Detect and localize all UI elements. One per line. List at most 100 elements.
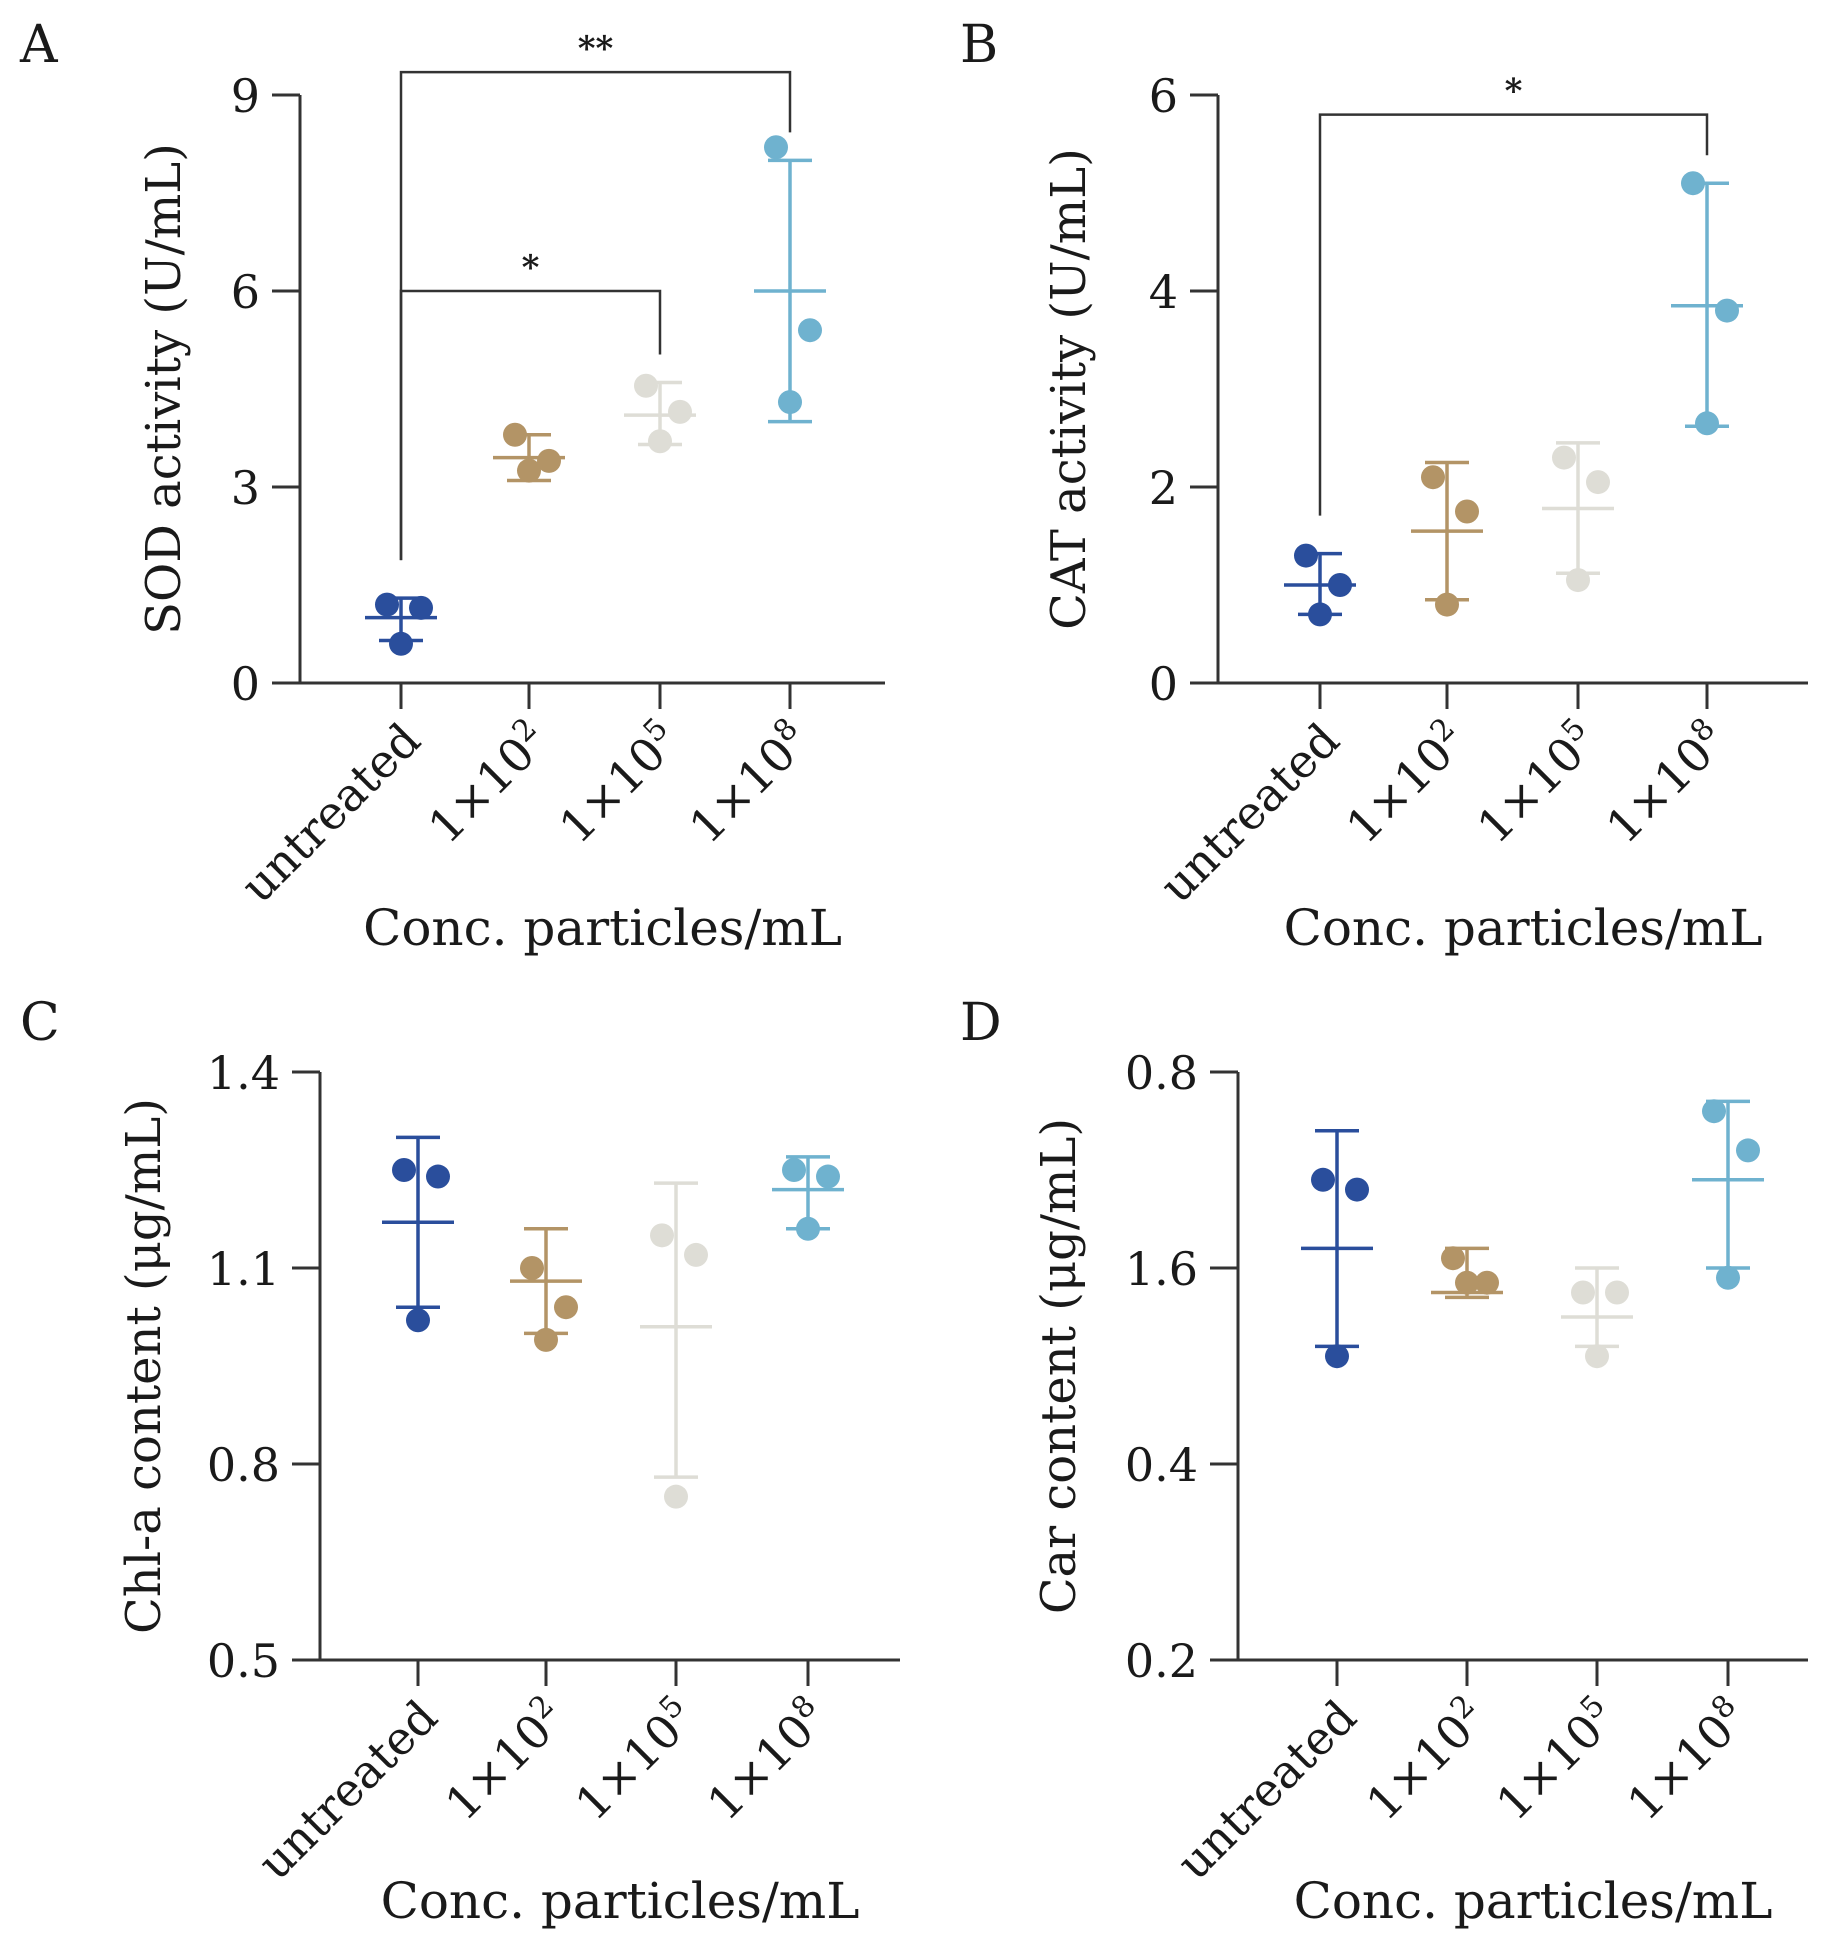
y-tick-label: 0.5 <box>207 1634 280 1688</box>
y-axis-label: CAT activity (U/mL) <box>1041 148 1097 630</box>
x-tick-label: untreated <box>247 1690 447 1890</box>
data-point <box>1294 543 1318 568</box>
data-point <box>1605 1280 1629 1305</box>
data-point <box>1695 411 1719 436</box>
data-point <box>796 1216 820 1241</box>
data-point <box>406 1308 430 1333</box>
data-point <box>650 1223 674 1248</box>
data-point <box>534 1327 558 1352</box>
data-point <box>778 390 802 415</box>
data-point <box>1681 171 1705 196</box>
data-point <box>764 135 788 160</box>
panel-c: C 0.5 0.8 1.1 1.4 Chl-a content (μg/mL) untrea… <box>20 993 900 1930</box>
y-tick-label: 4 <box>1149 265 1178 319</box>
data-point <box>409 595 433 620</box>
x-tick-label: 1×108 <box>1594 711 1736 853</box>
x-tick-label: untreated <box>230 713 430 913</box>
data-point <box>1441 1246 1465 1271</box>
data-point <box>375 592 399 617</box>
data-point <box>1455 1270 1479 1295</box>
data-point <box>426 1164 450 1189</box>
x-axis-label: Conc. particles/mL <box>1294 1872 1773 1930</box>
x-tick-label: untreated <box>1149 713 1349 913</box>
y-tick-label: 0.2 <box>1125 1634 1198 1688</box>
panel-letter: A <box>19 15 59 75</box>
significance-bracket <box>399 70 792 561</box>
data-point <box>664 1484 688 1509</box>
data-point <box>1311 1167 1335 1192</box>
y-tick-label: 3 <box>231 461 260 515</box>
x-tick-label: 1×105 <box>1484 1688 1626 1830</box>
significance-bracket <box>399 289 662 561</box>
significance-label: * <box>1505 72 1523 112</box>
x-tick-label: 1×102 <box>416 711 558 853</box>
x-tick-label: 1×108 <box>695 1688 837 1830</box>
data-point <box>517 458 541 483</box>
y-axis-label: SOD activity (U/mL) <box>136 143 192 635</box>
x-tick-label: 1×105 <box>563 1688 705 1830</box>
data-point <box>389 631 413 656</box>
data-point <box>520 1256 544 1280</box>
x-tick-label: 1×108 <box>677 711 819 853</box>
x-tick-label: 1×102 <box>1334 711 1476 853</box>
data-point <box>634 373 658 398</box>
data-point <box>503 422 527 447</box>
x-tick-label: 1×108 <box>1615 1688 1757 1830</box>
data-point <box>1716 1265 1740 1290</box>
x-tick-label: 1×102 <box>1354 1688 1496 1830</box>
y-tick-label: 2 <box>1149 461 1178 515</box>
significance-bracket <box>1318 113 1709 516</box>
data-point <box>1571 1280 1595 1305</box>
panel-letter: D <box>960 993 1002 1053</box>
y-tick-label: 6 <box>231 265 260 319</box>
y-tick-label: 6 <box>1149 69 1178 123</box>
data-point <box>537 448 561 473</box>
y-axis-label: Car content (μg/mL) <box>1031 1118 1087 1614</box>
data-point <box>1435 592 1459 617</box>
x-axis-label: Conc. particles/mL <box>363 899 842 957</box>
data-point <box>1455 499 1479 524</box>
data-point <box>1345 1177 1369 1202</box>
x-tick-label: 1×105 <box>1465 711 1607 853</box>
y-tick-label: 0.4 <box>1125 1438 1198 1492</box>
data-point <box>1566 568 1590 593</box>
data-point <box>392 1158 416 1182</box>
x-axis-label: Conc. particles/mL <box>381 1872 860 1930</box>
data-point <box>798 318 822 343</box>
x-axis-label: Conc. particles/mL <box>1284 899 1763 957</box>
data-point <box>684 1242 708 1267</box>
y-tick-label: 0 <box>1149 657 1178 711</box>
y-tick-label: 0.8 <box>207 1438 280 1492</box>
data-point <box>648 429 672 454</box>
data-point <box>554 1295 578 1320</box>
panel-d: D 0.2 0.4 1.6 0.8 Car content (μg/mL) untreate… <box>960 993 1808 1930</box>
y-axis-label: Chl-a content (μg/mL) <box>116 1098 172 1634</box>
data-point <box>1736 1138 1760 1163</box>
data-point <box>1715 298 1739 323</box>
y-tick-label: 1.6 <box>1125 1242 1198 1296</box>
data-point <box>1552 445 1576 470</box>
x-tick-label: untreated <box>1166 1690 1366 1890</box>
panel-letter: B <box>960 15 998 75</box>
y-tick-label: 0.8 <box>1125 1046 1198 1100</box>
significance-label: ** <box>578 29 614 69</box>
y-tick-label: 9 <box>231 69 260 123</box>
significance-label: * <box>522 248 540 288</box>
data-point <box>1586 470 1610 495</box>
data-point <box>668 399 692 424</box>
data-point <box>1702 1099 1726 1124</box>
data-point <box>816 1164 840 1189</box>
y-tick-label: 1.1 <box>207 1242 280 1296</box>
data-point <box>1421 465 1445 490</box>
y-tick-label: 0 <box>231 657 260 711</box>
y-tick-label: 1.4 <box>207 1046 280 1100</box>
data-point <box>1308 602 1332 627</box>
panel-letter: C <box>20 993 60 1053</box>
data-point <box>1585 1344 1609 1369</box>
x-tick-label: 1×102 <box>433 1688 575 1830</box>
data-point <box>782 1158 806 1182</box>
x-tick-label: 1×105 <box>547 711 689 853</box>
